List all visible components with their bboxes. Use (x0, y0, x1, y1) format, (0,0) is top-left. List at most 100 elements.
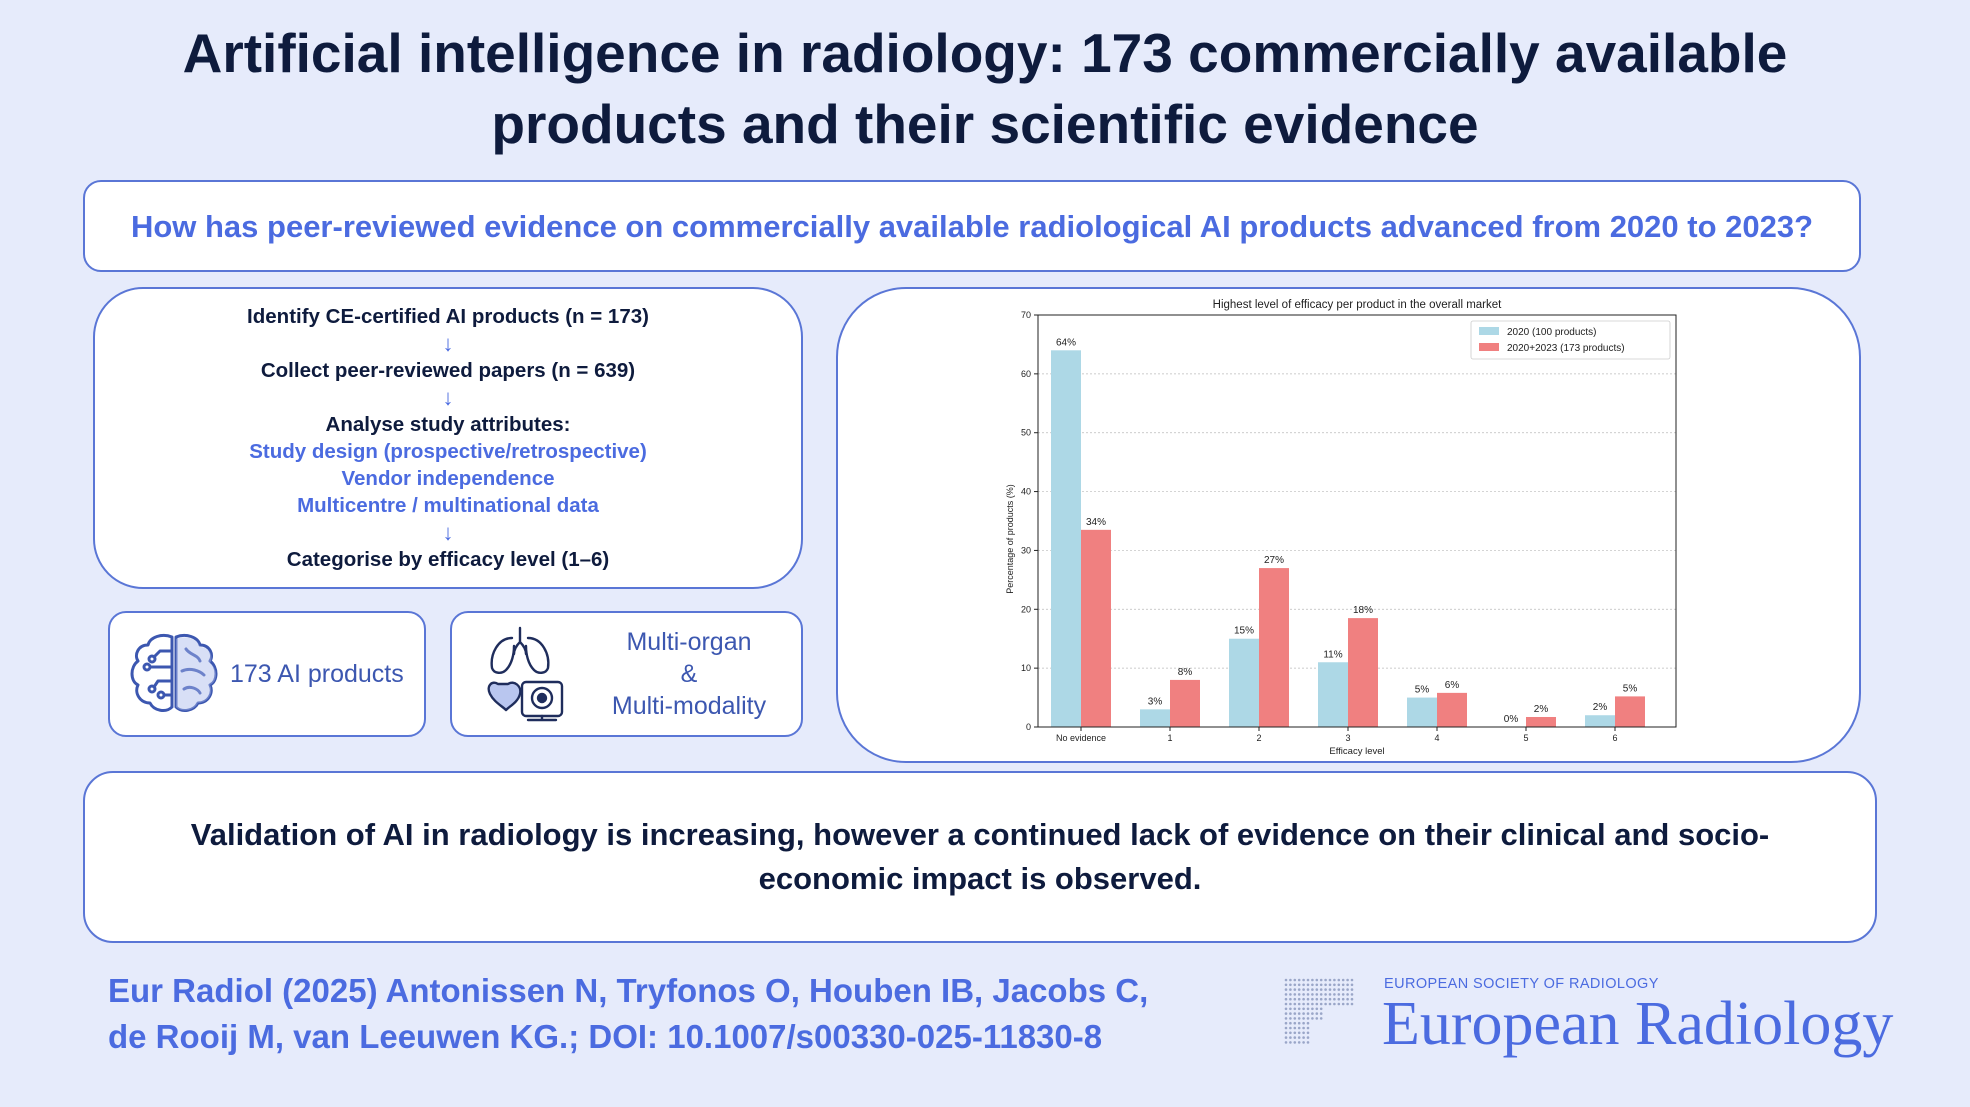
logo-dot (1311, 983, 1314, 987)
logo-dot (1289, 1021, 1292, 1025)
logo-dot (1315, 978, 1319, 982)
logo-dot (1319, 1007, 1323, 1011)
chart-y-tick-label: 10 (1021, 663, 1031, 673)
chart-x-tick-label: 4 (1434, 733, 1439, 743)
logo-dot (1302, 1007, 1305, 1011)
logo-dot (1289, 1012, 1292, 1015)
logo-dot (1319, 1002, 1323, 1006)
logo-dot (1315, 988, 1319, 991)
journal-logo: EUROPEAN SOCIETY OF RADIOLOGY European R… (1284, 972, 1924, 1062)
logo-dot (1284, 983, 1288, 987)
logo-dot (1350, 997, 1354, 1001)
logo-dot (1302, 1041, 1305, 1044)
chart-data-label: 2% (1593, 702, 1608, 713)
logo-dot (1319, 988, 1323, 991)
logo-dot (1311, 978, 1314, 982)
logo-dot (1337, 988, 1341, 991)
logo-dot (1297, 1002, 1301, 1006)
logo-dot (1346, 993, 1349, 996)
efficacy-bar-chart: Highest level of efficacy per product in… (1005, 299, 1677, 757)
logo-dot (1306, 1021, 1310, 1025)
logo-dot (1350, 993, 1354, 996)
logo-dot (1297, 1017, 1301, 1020)
logo-dot (1297, 1007, 1301, 1011)
logo-dot (1311, 997, 1314, 1001)
logo-dot (1328, 983, 1332, 987)
logo-dot (1289, 1041, 1292, 1044)
attribute-multicentre: Multicentre / multinational data (297, 494, 599, 517)
logo-dot (1289, 978, 1292, 982)
chart-bar (1081, 529, 1111, 727)
logo-dot (1289, 1007, 1292, 1011)
conclusion-text: Validation of AI in radiology is increas… (190, 817, 1770, 896)
logo-dot (1293, 997, 1297, 1001)
chart-data-label: 27% (1264, 555, 1284, 566)
legend-swatch-2023 (1479, 343, 1499, 351)
logo-dot (1315, 1012, 1319, 1015)
chart-data-label: 34% (1086, 517, 1106, 528)
logo-dot (1293, 1041, 1297, 1044)
logo-dot (1302, 993, 1305, 996)
esr-dot-grid-logo (1284, 978, 1354, 1044)
logo-dot (1337, 993, 1341, 996)
logo-dot (1302, 988, 1305, 991)
logo-dot (1297, 1041, 1301, 1044)
ampersand-text: & (680, 660, 698, 688)
logo-dot (1350, 988, 1354, 991)
logo-dot (1289, 1031, 1292, 1035)
chart-x-tick-label: No evidence (1056, 733, 1106, 743)
method-step-collect: Collect peer-reviewed papers (n = 639) (260, 359, 636, 382)
logo-dot (1293, 988, 1297, 991)
citation: Eur Radiol (2025) Antonissen N, Tryfonos… (108, 968, 1208, 1060)
logo-dot (1297, 1026, 1301, 1030)
logo-dot (1346, 997, 1349, 1001)
logo-dot (1315, 997, 1319, 1001)
logo-dot (1324, 983, 1327, 987)
lungs-heart-scanner-icon (487, 626, 564, 722)
logo-dot (1341, 978, 1345, 982)
chart-bar (1229, 638, 1259, 727)
chart-bar (1526, 716, 1556, 727)
logo-dot (1293, 983, 1297, 987)
logo-dot (1284, 1031, 1288, 1035)
logo-dot (1293, 1002, 1297, 1006)
logo-dot (1311, 988, 1314, 991)
logo-dot (1289, 997, 1292, 1001)
chart-y-tick-label: 70 (1021, 310, 1031, 320)
down-arrow-icon: ↓ (442, 331, 454, 356)
logo-dot (1284, 1012, 1288, 1015)
logo-dot (1297, 983, 1301, 987)
logo-dot (1315, 993, 1319, 996)
logo-dot (1341, 1002, 1345, 1006)
logo-dot (1337, 1002, 1341, 1006)
logo-dot (1297, 1031, 1301, 1035)
chart-y-tick-label: 20 (1021, 604, 1031, 614)
logo-dot (1289, 1036, 1292, 1039)
chart-data-label: 18% (1353, 605, 1373, 616)
logo-dot (1333, 978, 1336, 982)
citation-line-2: de Rooij M, van Leeuwen KG.; DOI: 10.100… (108, 1018, 1103, 1055)
method-step-analyse: Analyse study attributes: (325, 413, 571, 436)
logo-dot (1315, 983, 1319, 987)
chart-y-tick-label: 0 (1026, 722, 1031, 732)
logo-dot (1333, 988, 1336, 991)
logo-dot (1328, 997, 1332, 1001)
logo-dot (1346, 988, 1349, 991)
chart-x-tick-label: 6 (1612, 733, 1617, 743)
page-title: Artificial intelligence in radiology: 17… (182, 22, 1788, 155)
journal-name: European Radiology (1382, 990, 1894, 1058)
chart-bar (1348, 618, 1378, 727)
logo-dot (1289, 1017, 1292, 1020)
chart-data-label: 2% (1534, 704, 1549, 715)
society-name: EUROPEAN SOCIETY OF RADIOLOGY (1384, 976, 1659, 992)
logo-dot (1302, 1036, 1305, 1039)
logo-dot (1293, 1026, 1297, 1030)
chart-bar (1585, 715, 1615, 727)
logo-dot (1302, 1017, 1305, 1020)
chart-data-label: 5% (1623, 683, 1638, 694)
logo-dot (1297, 997, 1301, 1001)
multi-organ-text: Multi-organ (626, 628, 752, 656)
chart-data-label: 3% (1148, 696, 1163, 707)
logo-dot (1302, 1002, 1305, 1006)
logo-dot (1297, 1021, 1301, 1025)
